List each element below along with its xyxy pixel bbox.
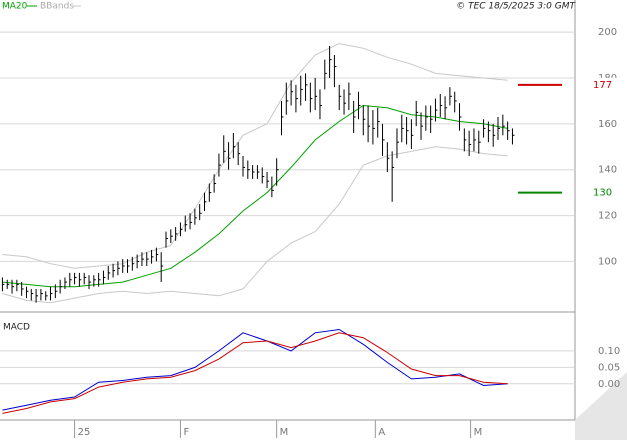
reference-label-bg bbox=[578, 185, 618, 200]
indicator-line bbox=[2, 328, 508, 411]
legend-label: BBands bbox=[40, 2, 74, 12]
x-tick-label: F bbox=[183, 427, 189, 438]
x-tick-label: 25 bbox=[78, 427, 91, 438]
y-tick-label: 140 bbox=[598, 165, 617, 176]
reference-label: 130 bbox=[593, 188, 612, 199]
y-tick-label: 160 bbox=[598, 119, 617, 130]
reference-label-bg bbox=[578, 77, 618, 92]
source-note: © TEC 18/5/2025 3:0 GMT bbox=[456, 2, 576, 12]
y-tick-label: 100 bbox=[598, 256, 617, 267]
x-tick-label: A bbox=[378, 427, 385, 438]
panel-title: MACD bbox=[3, 323, 30, 333]
corner-shade bbox=[575, 372, 627, 440]
indicator-line bbox=[2, 332, 508, 414]
reference-label: 177 bbox=[593, 80, 612, 91]
legend-label: MA20 bbox=[2, 2, 28, 12]
y-tick-label: 0.05 bbox=[598, 362, 620, 373]
plot-area bbox=[0, 0, 575, 420]
y-tick-label: 120 bbox=[598, 211, 617, 222]
y-tick-label: 200 bbox=[598, 27, 617, 38]
band-lower bbox=[2, 146, 508, 304]
x-tick-label: M bbox=[280, 427, 289, 438]
x-tick-label: M bbox=[474, 427, 483, 438]
ma-line bbox=[2, 104, 508, 288]
y-tick-label: 0.10 bbox=[598, 346, 620, 357]
band-upper bbox=[2, 43, 508, 269]
y-tick-label: 0.00 bbox=[598, 379, 620, 390]
